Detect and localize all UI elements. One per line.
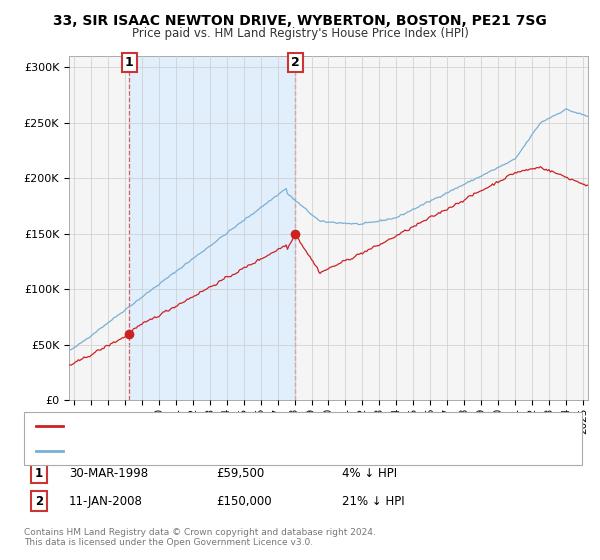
Text: 11-JAN-2008: 11-JAN-2008 [69, 494, 143, 508]
Text: 2: 2 [291, 56, 299, 69]
Text: 21% ↓ HPI: 21% ↓ HPI [342, 494, 404, 508]
Text: 33, SIR ISAAC NEWTON DRIVE, WYBERTON, BOSTON, PE21 7SG: 33, SIR ISAAC NEWTON DRIVE, WYBERTON, BO… [53, 14, 547, 28]
Text: 1: 1 [35, 466, 43, 480]
Text: Price paid vs. HM Land Registry's House Price Index (HPI): Price paid vs. HM Land Registry's House … [131, 27, 469, 40]
Text: £150,000: £150,000 [216, 494, 272, 508]
Text: £59,500: £59,500 [216, 466, 264, 480]
Text: 2: 2 [35, 494, 43, 508]
Text: HPI: Average price, detached house, Boston: HPI: Average price, detached house, Bost… [69, 446, 309, 456]
Text: 4% ↓ HPI: 4% ↓ HPI [342, 466, 397, 480]
Text: Contains HM Land Registry data © Crown copyright and database right 2024.
This d: Contains HM Land Registry data © Crown c… [24, 528, 376, 547]
Text: 1: 1 [125, 56, 133, 69]
Text: 30-MAR-1998: 30-MAR-1998 [69, 466, 148, 480]
Text: 33, SIR ISAAC NEWTON DRIVE, WYBERTON, BOSTON, PE21 7SG (detached house): 33, SIR ISAAC NEWTON DRIVE, WYBERTON, BO… [69, 421, 516, 431]
Bar [129, 56, 295, 400]
